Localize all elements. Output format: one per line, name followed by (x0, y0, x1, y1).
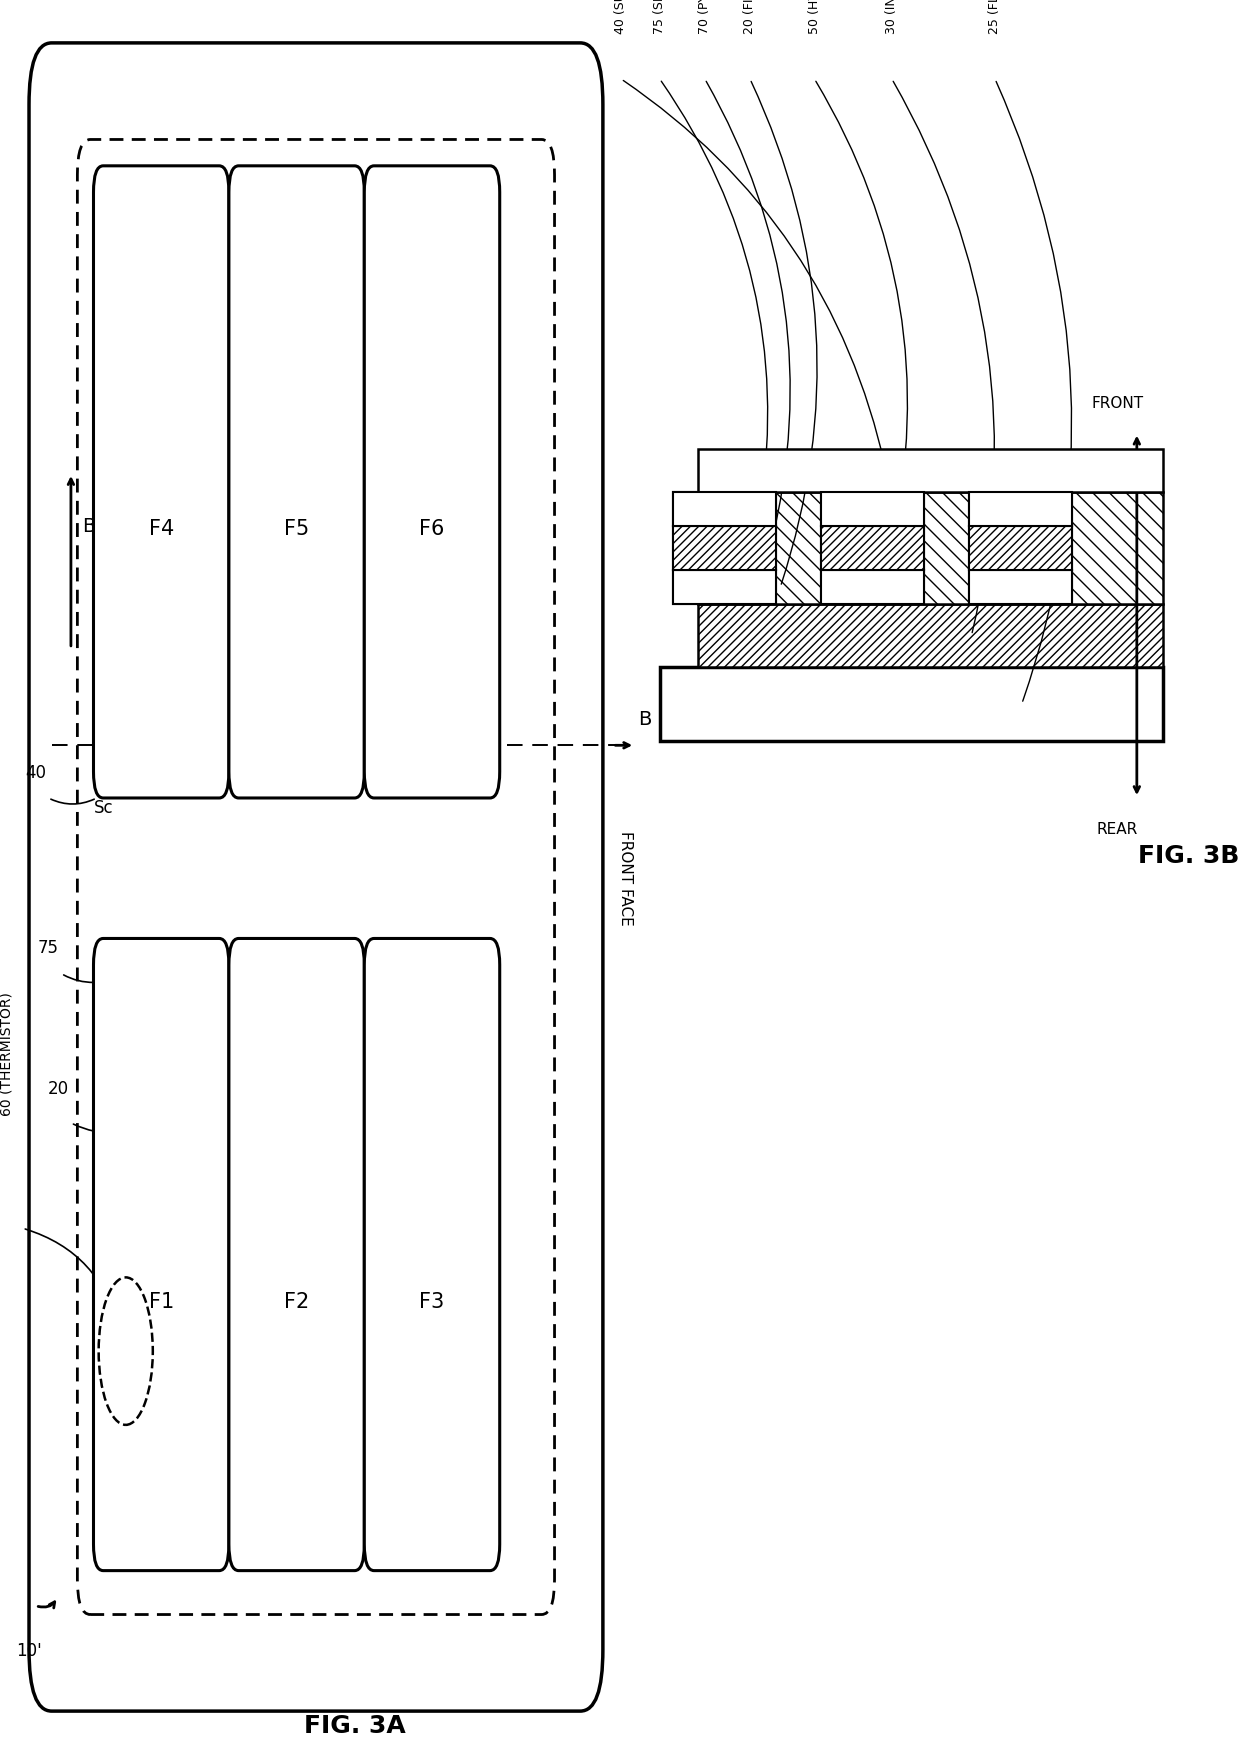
Text: REAR: REAR (1097, 821, 1138, 837)
Text: 25 (FLEX PCB): 25 (FLEX PCB) (988, 0, 1002, 33)
Text: FRONT FACE: FRONT FACE (618, 830, 632, 925)
Bar (970, 493, 1073, 526)
Text: 20 (FIRST ELECTRODE): 20 (FIRST ELECTRODE) (744, 0, 756, 33)
Text: 20: 20 (47, 1079, 68, 1097)
Text: F3: F3 (419, 1292, 445, 1311)
FancyBboxPatch shape (365, 939, 500, 1571)
Bar (970, 493, 1073, 526)
Bar (672, 526, 776, 570)
Text: Sc: Sc (93, 799, 113, 816)
Text: 30 (INSULATING LAYER): 30 (INSULATING LAYER) (885, 0, 898, 33)
FancyBboxPatch shape (93, 939, 229, 1571)
Bar (821, 526, 924, 570)
Text: F2: F2 (284, 1292, 309, 1311)
Text: 40: 40 (25, 763, 46, 781)
Bar (698, 493, 1163, 604)
Bar (821, 526, 924, 570)
Text: B: B (639, 709, 652, 728)
FancyBboxPatch shape (29, 44, 603, 1711)
Bar (672, 526, 776, 570)
Bar (672, 570, 776, 604)
Bar (672, 526, 776, 570)
Bar (698, 604, 1163, 667)
Text: B: B (83, 518, 95, 535)
Bar (821, 526, 924, 570)
Bar (821, 570, 924, 604)
Bar (970, 570, 1073, 604)
Text: 50 (HYDROGEL): 50 (HYDROGEL) (808, 0, 821, 33)
Text: F1: F1 (149, 1292, 174, 1311)
Bar (660, 667, 1163, 741)
Bar (970, 526, 1073, 570)
Text: FIG. 3A: FIG. 3A (304, 1713, 405, 1737)
Text: 10': 10' (16, 1641, 42, 1658)
Bar (970, 570, 1073, 604)
Text: FRONT: FRONT (1091, 395, 1143, 411)
FancyBboxPatch shape (365, 167, 500, 799)
Bar (821, 493, 924, 526)
Text: F4: F4 (149, 519, 174, 539)
Bar (970, 526, 1073, 570)
Bar (970, 526, 1073, 570)
Text: 60 (THERMISTOR): 60 (THERMISTOR) (0, 992, 14, 1114)
FancyBboxPatch shape (77, 140, 554, 1615)
Bar (970, 526, 1073, 570)
Bar (698, 493, 1163, 604)
Bar (672, 570, 776, 604)
Bar (672, 493, 776, 526)
Text: F6: F6 (419, 519, 445, 539)
Text: 40 (SUPPORT): 40 (SUPPORT) (615, 0, 627, 33)
Bar (698, 604, 1163, 667)
Bar (672, 526, 776, 570)
Text: 75 (SECOND ELECTRODE): 75 (SECOND ELECTRODE) (653, 0, 666, 33)
Text: 70 (PYROELECTRIC LAYER): 70 (PYROELECTRIC LAYER) (698, 0, 712, 33)
FancyBboxPatch shape (229, 939, 365, 1571)
Bar (821, 526, 924, 570)
Bar (672, 493, 776, 526)
Bar (698, 449, 1163, 493)
Bar (821, 493, 924, 526)
Text: F5: F5 (284, 519, 309, 539)
FancyBboxPatch shape (229, 167, 365, 799)
FancyBboxPatch shape (93, 167, 229, 799)
Bar (821, 570, 924, 604)
Text: FIG. 3B: FIG. 3B (1138, 844, 1239, 867)
Text: 75: 75 (38, 939, 58, 956)
